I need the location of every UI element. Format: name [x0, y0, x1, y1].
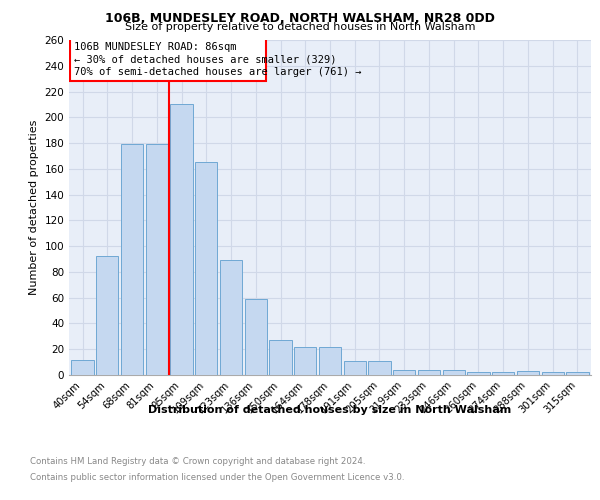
Bar — [492, 372, 514, 375]
Bar — [294, 346, 316, 375]
Text: Contains HM Land Registry data © Crown copyright and database right 2024.: Contains HM Land Registry data © Crown c… — [30, 458, 365, 466]
Bar — [269, 340, 292, 375]
Bar — [146, 144, 168, 375]
Bar — [542, 372, 564, 375]
Bar — [96, 256, 118, 375]
Bar — [319, 346, 341, 375]
Bar — [170, 104, 193, 375]
Bar — [195, 162, 217, 375]
Bar — [443, 370, 465, 375]
Bar — [121, 144, 143, 375]
Bar — [517, 371, 539, 375]
Text: Size of property relative to detached houses in North Walsham: Size of property relative to detached ho… — [125, 22, 475, 32]
Bar — [418, 370, 440, 375]
Bar — [245, 299, 267, 375]
Y-axis label: Number of detached properties: Number of detached properties — [29, 120, 39, 295]
Text: 106B MUNDESLEY ROAD: 86sqm: 106B MUNDESLEY ROAD: 86sqm — [74, 42, 236, 52]
Bar — [467, 372, 490, 375]
Text: Distribution of detached houses by size in North Walsham: Distribution of detached houses by size … — [148, 405, 512, 415]
FancyBboxPatch shape — [70, 38, 266, 81]
Bar — [71, 360, 94, 375]
Bar — [368, 361, 391, 375]
Bar — [566, 372, 589, 375]
Bar — [344, 361, 366, 375]
Text: 70% of semi-detached houses are larger (761) →: 70% of semi-detached houses are larger (… — [74, 66, 361, 76]
Bar — [393, 370, 415, 375]
Bar — [220, 260, 242, 375]
Text: ← 30% of detached houses are smaller (329): ← 30% of detached houses are smaller (32… — [74, 54, 337, 64]
Text: 106B, MUNDESLEY ROAD, NORTH WALSHAM, NR28 0DD: 106B, MUNDESLEY ROAD, NORTH WALSHAM, NR2… — [105, 12, 495, 26]
Text: Contains public sector information licensed under the Open Government Licence v3: Contains public sector information licen… — [30, 472, 404, 482]
